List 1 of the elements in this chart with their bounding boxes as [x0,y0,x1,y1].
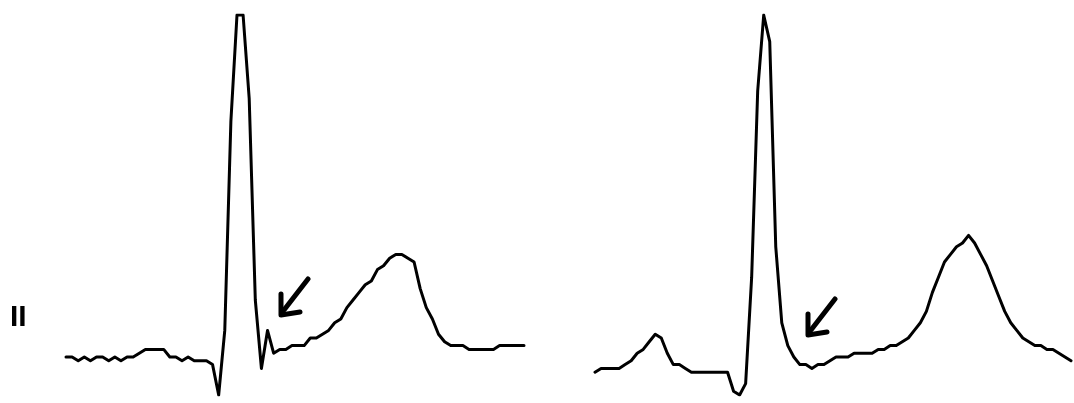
text: II [10,298,27,332]
